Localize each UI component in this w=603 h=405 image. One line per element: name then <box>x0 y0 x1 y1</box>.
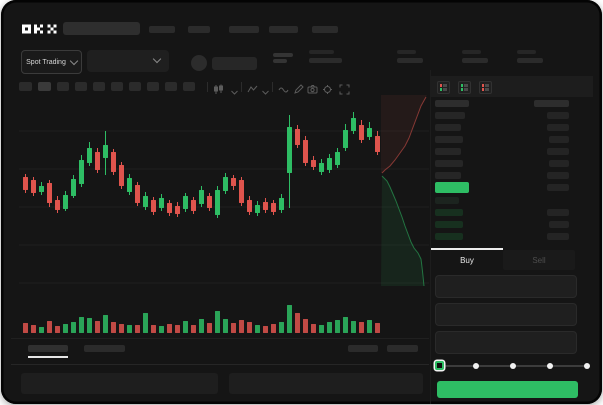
ask-price <box>435 112 465 119</box>
candlestick-chart[interactable] <box>19 95 429 336</box>
amount-input[interactable] <box>435 303 577 326</box>
slider-stop[interactable] <box>510 363 516 369</box>
price-input[interactable] <box>435 275 577 298</box>
search-input[interactable] <box>63 22 140 35</box>
timeframe-tab[interactable] <box>165 82 177 91</box>
slider-stop[interactable] <box>473 363 479 369</box>
divider <box>11 338 429 339</box>
stat-value <box>397 58 423 63</box>
chevron-down-icon[interactable] <box>230 84 242 96</box>
bottom-panel-right[interactable] <box>229 373 423 394</box>
nav-item[interactable] <box>312 26 338 33</box>
account-button[interactable] <box>212 57 257 70</box>
chevron-down-icon <box>152 54 162 64</box>
nav-item[interactable] <box>229 26 259 33</box>
stat-value <box>309 58 342 63</box>
ask-price <box>435 124 461 131</box>
bottom-tab[interactable] <box>28 345 68 352</box>
bid-price <box>435 233 463 240</box>
timeframe-tab[interactable] <box>111 82 123 91</box>
divider <box>430 70 431 404</box>
okx-logo-icon <box>22 24 57 34</box>
orderbook-asks-icon[interactable] <box>479 81 492 94</box>
ask-amount <box>547 112 569 119</box>
spot-trading-dropdown[interactable]: Spot Trading <box>21 50 82 74</box>
ask-amount <box>547 172 569 179</box>
buy-tab[interactable] <box>431 248 503 250</box>
timeframe-tab[interactable] <box>147 82 159 91</box>
stat-value <box>517 58 543 63</box>
slider-stop[interactable] <box>584 363 590 369</box>
bottom-panel-left[interactable] <box>21 373 218 394</box>
spot-trading-label: Spot Trading <box>26 58 66 66</box>
timeframe-tab[interactable] <box>38 82 51 91</box>
bottom-toolbar-item[interactable] <box>348 345 378 352</box>
draw-icon[interactable] <box>293 82 305 94</box>
timeframe-tab[interactable] <box>19 82 32 91</box>
wave-icon[interactable] <box>278 82 290 94</box>
stat-label <box>462 50 481 54</box>
menu-lines-icon[interactable] <box>273 53 293 57</box>
buy-tab-label[interactable]: Buy <box>460 255 474 265</box>
timeframe-tab[interactable] <box>75 82 87 91</box>
ask-amount <box>547 124 569 131</box>
orderbook-both-icon[interactable] <box>437 81 450 94</box>
pair-select[interactable] <box>87 50 169 72</box>
orderbook-price-header <box>435 100 469 107</box>
total-input[interactable] <box>435 331 577 354</box>
sell-tab[interactable]: Sell <box>503 250 575 270</box>
bid-price <box>435 209 463 216</box>
indicator-icon[interactable] <box>247 82 259 94</box>
bottom-tab[interactable] <box>84 345 125 352</box>
gear-icon[interactable] <box>322 82 334 94</box>
ask-amount <box>547 148 569 155</box>
bid-price <box>435 221 463 228</box>
timeframe-tab[interactable] <box>183 82 195 91</box>
slider-stop[interactable] <box>547 363 553 369</box>
ask-price <box>435 136 463 143</box>
timeframe-tab[interactable] <box>57 82 69 91</box>
ask-price <box>435 148 461 155</box>
okx-logo[interactable] <box>21 22 59 34</box>
timeframe-tab[interactable] <box>129 82 141 91</box>
active-tab-underline <box>28 356 68 358</box>
bid-amount <box>547 233 569 240</box>
avatar[interactable] <box>191 55 207 71</box>
camera-icon[interactable] <box>307 82 319 94</box>
slider-handle[interactable] <box>435 361 444 370</box>
bottom-toolbar-item[interactable] <box>387 345 418 352</box>
timeframe-tab[interactable] <box>93 82 105 91</box>
stat-label <box>517 50 536 54</box>
chevron-down-icon <box>69 56 79 65</box>
ask-price <box>435 160 463 167</box>
bid-price <box>435 197 459 204</box>
ask-amount <box>549 160 569 167</box>
menu-lines-icon <box>273 59 287 63</box>
ask-amount <box>549 136 569 143</box>
bid-amount <box>549 221 569 228</box>
orderbook-amount-header <box>534 100 569 107</box>
nav-item[interactable] <box>188 26 210 33</box>
timeframe-tabs <box>19 82 195 91</box>
candles-icon[interactable] <box>213 82 225 94</box>
fullscreen-icon[interactable] <box>339 82 351 95</box>
nav-item[interactable] <box>269 26 298 33</box>
stat-value <box>462 58 488 63</box>
divider <box>11 364 429 365</box>
chevron-down-icon[interactable] <box>261 84 273 96</box>
last-price-badge[interactable] <box>435 182 469 193</box>
buy-submit-button[interactable] <box>437 381 578 398</box>
orderbook-bids-icon[interactable] <box>458 81 471 94</box>
orderbook-header-strip <box>431 76 593 97</box>
stat-label <box>397 50 416 54</box>
nav-item[interactable] <box>149 26 175 33</box>
ask-price <box>435 172 461 179</box>
ask-amount <box>547 184 569 191</box>
bid-amount <box>547 209 569 216</box>
stat-label <box>309 50 334 54</box>
